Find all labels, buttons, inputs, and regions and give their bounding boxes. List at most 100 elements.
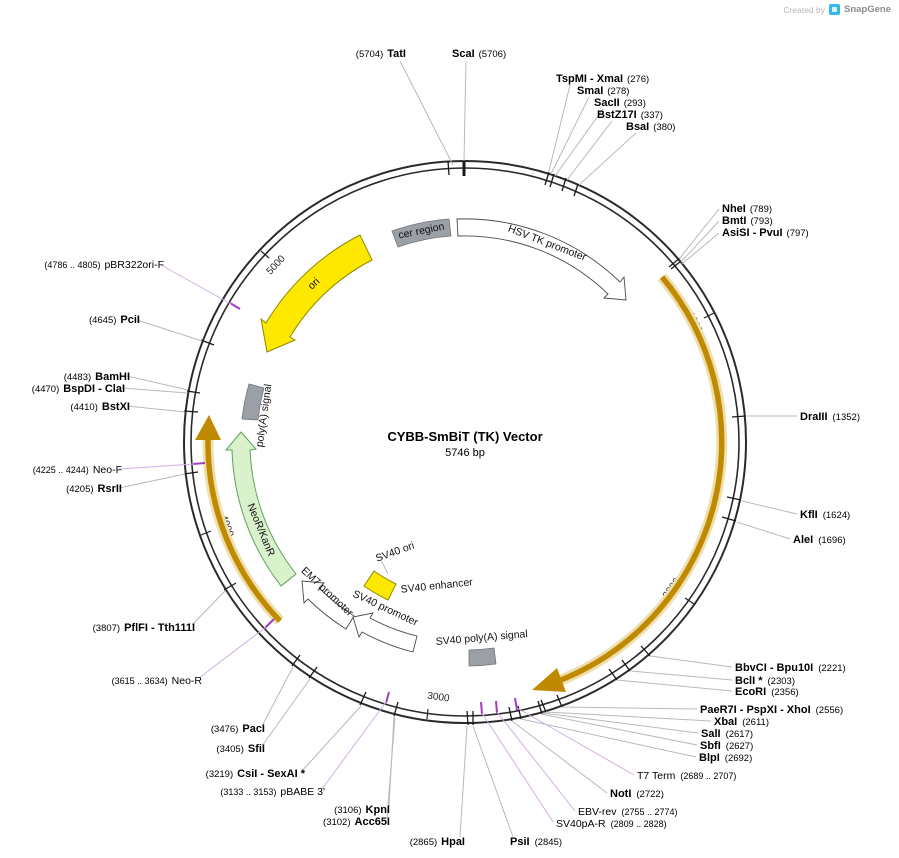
site-label-tati: (5704) TatI (356, 48, 406, 60)
leader (191, 590, 226, 626)
watermark: Created by SnapGene (783, 4, 891, 15)
feature-hsv-tk-promoter-arrow (456, 218, 627, 301)
site-label-sacii: SacII (293) (594, 97, 646, 109)
tick (556, 694, 563, 708)
tick (540, 699, 547, 713)
site-label-nhei: NheI (789) (722, 203, 772, 215)
leader (516, 707, 635, 776)
site-label-hpai: (2865) HpaI (410, 836, 465, 848)
leader (649, 655, 733, 668)
tick (731, 415, 747, 418)
tick (183, 410, 199, 413)
tick (308, 666, 318, 679)
leader (630, 670, 733, 681)
primer-leader-lines (118, 264, 635, 823)
site-label-alei: AleI (1696) (793, 534, 846, 546)
tick (670, 260, 682, 270)
tick (621, 659, 631, 672)
tick (359, 691, 367, 706)
site-label-noti: NotI (2722) (610, 788, 664, 800)
leader (542, 712, 699, 734)
leader (321, 701, 387, 790)
watermark-brand: SnapGene (844, 4, 891, 15)
site-label-smai: SmaI (278) (577, 85, 629, 97)
leader (261, 678, 311, 747)
feature-label-sv40-ori: SV40 ori (374, 540, 416, 565)
tick (537, 700, 543, 715)
leader (680, 220, 720, 263)
leader (136, 319, 203, 342)
primer-tick (229, 302, 241, 310)
tick (186, 390, 201, 394)
leader (566, 120, 613, 181)
leader (681, 232, 720, 265)
cds-arc-right (532, 273, 728, 692)
primer-tick (514, 697, 518, 711)
tick (291, 654, 301, 667)
tick (426, 708, 429, 720)
site-label-blpi: BlpI (2692) (699, 752, 752, 764)
primer-ticks (192, 302, 518, 715)
primer-label-pbr322ori-f: (4786 .. 4805) pBR322ori-F (44, 259, 164, 271)
snapgene-logo-icon (829, 4, 840, 15)
tick (640, 645, 651, 657)
site-label-bsai: BsaI (380) (626, 121, 675, 133)
leader (301, 705, 362, 772)
primer-tick (480, 701, 483, 715)
primer-label-neo-r: (3615 .. 3634) Neo-R (112, 675, 203, 687)
leader (399, 60, 454, 166)
primer-label-t7-term: T7 Term (2689 .. 2707) (637, 770, 736, 782)
cds-arc-left-body (205, 439, 282, 623)
cds-arc-left-arrowhead (195, 415, 221, 440)
site-label-draiii: DraIII (1352) (800, 411, 860, 423)
site-label-bbvci-bpu10i: BbvCI - Bpu10I (2221) (735, 662, 846, 674)
site-label-bamhi: (4483) BamHI (64, 371, 130, 383)
primer-tick (192, 462, 206, 465)
tick (517, 705, 522, 720)
tick (726, 496, 742, 501)
leader (121, 387, 188, 394)
primer-tick (385, 691, 390, 704)
tick (183, 471, 199, 475)
tick (200, 530, 212, 536)
tick (447, 160, 450, 176)
leader (554, 108, 604, 177)
tick (668, 257, 681, 268)
leader (678, 208, 720, 260)
feature-neor-kanr-arrow (224, 431, 297, 587)
leader (741, 500, 798, 515)
tick (466, 710, 469, 726)
tick (561, 177, 567, 192)
site-label-bcli: BclI * (2303) (735, 675, 795, 687)
plasmid-size: 5746 bp (445, 447, 485, 459)
tick (200, 339, 215, 346)
feature-ori-arrow (260, 234, 373, 353)
primer-label-sv40pa-r: SV40pA-R (2809 .. 2828) (556, 818, 667, 830)
feature-label-sv40-polya: SV40 poly(A) signal (435, 628, 528, 648)
site-label-tspmi-xmai: TspMI - XmaI (276) (556, 73, 649, 85)
site-label-bmti: BmtI (793) (722, 215, 773, 227)
leader (459, 725, 468, 838)
primer-label-ebv-rev: EBV-rev (2755 .. 2774) (578, 806, 678, 818)
watermark-created-by: Created by (783, 4, 825, 15)
plasmid-title: CYBB-SmBiT (TK) Vector (387, 429, 542, 444)
site-label-sfii: (3405) SfiI (216, 743, 265, 755)
leader (126, 375, 189, 391)
site-label-paer7i-pspxi-xhoi: PaeR7I - PspXI - XhoI (2556) (700, 704, 843, 716)
leader (118, 473, 186, 489)
feature-sv40-promoter-arrow (352, 612, 418, 653)
leader (736, 521, 791, 540)
leader (379, 557, 389, 575)
tick (544, 171, 550, 186)
leader (472, 725, 514, 838)
leader-lines (118, 60, 798, 838)
site-label-sbfi: SbfI (2627) (700, 740, 753, 752)
tick (684, 597, 695, 605)
feature-label-sv40-enhancer: SV40 enhancer (400, 576, 474, 596)
site-label-asisi-pvui: AsiSI - PvuI (797) (722, 227, 809, 239)
primer-tick (264, 618, 275, 629)
primer-tick (495, 700, 498, 714)
site-label-scai: ScaI (5706) (452, 48, 506, 60)
feature-cer-region (391, 218, 452, 248)
